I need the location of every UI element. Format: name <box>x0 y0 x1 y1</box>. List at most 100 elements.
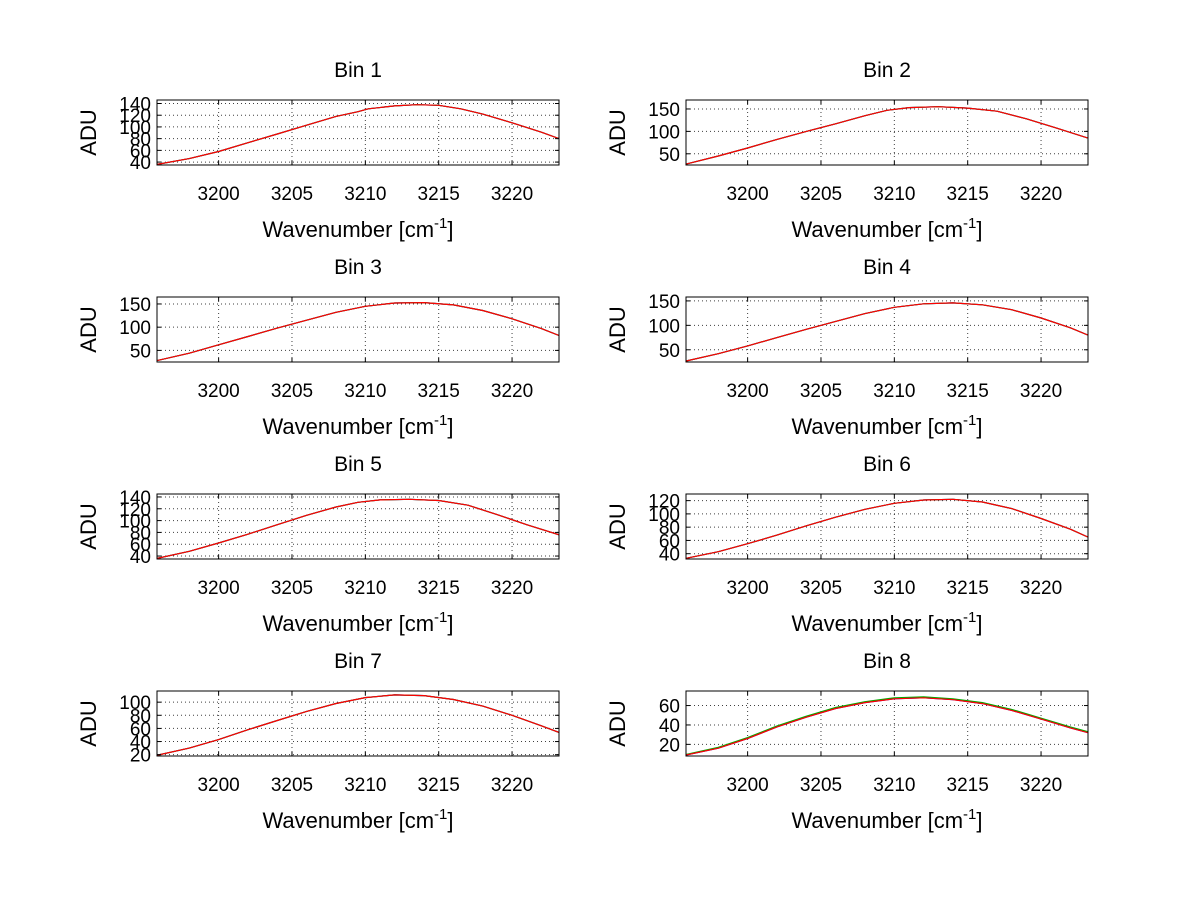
y-tick-label: 120 <box>648 492 680 513</box>
y-tick-label: 80 <box>130 130 151 151</box>
x-tick-label: 3220 <box>1020 775 1062 796</box>
axes-frame <box>156 99 560 166</box>
y-tick-label: 60 <box>130 719 151 740</box>
y-tick-label: 60 <box>659 697 680 718</box>
y-axis-label: ADU <box>605 503 630 549</box>
x-tick-label: 3210 <box>344 184 386 205</box>
x-tick-label: 3215 <box>947 775 989 796</box>
y-tick-label: 100 <box>119 118 151 139</box>
subplot-title: Bin 2 <box>863 59 911 82</box>
subplot-title: Bin 8 <box>863 650 911 673</box>
x-tick-label: 3220 <box>1020 381 1062 402</box>
subplot-4: 3200 3205 3210 3215 3220 50 100 150 Bin 4 ADU Wave… <box>605 256 1089 439</box>
y-tick-label: 40 <box>659 545 680 566</box>
axes-frame <box>685 296 1089 363</box>
x-tick-label: 3200 <box>726 775 768 796</box>
y-tick-label: 40 <box>130 733 151 754</box>
series-line-2 <box>157 694 559 756</box>
y-tick-label: 150 <box>119 295 151 316</box>
x-tick-label: 3200 <box>197 381 239 402</box>
y-axis-label: ADU <box>76 306 101 352</box>
x-tick-label: 3220 <box>491 775 533 796</box>
x-tick-label: 3220 <box>491 381 533 402</box>
x-tick-label: 3205 <box>271 381 313 402</box>
x-tick-label: 3215 <box>947 184 989 205</box>
series-line-2 <box>686 302 1088 362</box>
x-tick-label: 3210 <box>873 381 915 402</box>
y-tick-label: 100 <box>119 693 151 714</box>
subplot-title: Bin 6 <box>863 453 911 476</box>
axes-frame <box>156 493 560 560</box>
y-axis-label: ADU <box>76 700 101 746</box>
x-tick-label: 3220 <box>491 578 533 599</box>
y-tick-label: 150 <box>648 100 680 121</box>
x-axis-label: Wavenumber [cm-1] <box>262 412 453 439</box>
subplot-title: Bin 5 <box>334 453 382 476</box>
y-tick-label: 20 <box>130 746 151 767</box>
x-tick-label: 3200 <box>197 578 239 599</box>
x-tick-label: 3205 <box>271 578 313 599</box>
y-tick-label: 50 <box>130 341 151 362</box>
axes-frame <box>685 99 1089 166</box>
series-line-3 <box>686 302 1088 362</box>
y-tick-label: 80 <box>130 523 151 544</box>
series-line-2 <box>157 498 559 559</box>
axes-frame <box>156 296 560 363</box>
series-line-3 <box>157 104 559 165</box>
x-tick-label: 3220 <box>1020 578 1062 599</box>
x-axis-label: Wavenumber [cm-1] <box>791 412 982 439</box>
y-axis-label: ADU <box>605 700 630 746</box>
axes-frame <box>156 690 560 757</box>
series-line-3 <box>157 301 559 362</box>
x-tick-label: 3205 <box>800 381 842 402</box>
x-tick-label: 3215 <box>418 184 460 205</box>
x-tick-label: 3200 <box>197 184 239 205</box>
x-tick-label: 3205 <box>800 184 842 205</box>
series-line-3 <box>686 498 1088 559</box>
x-tick-label: 3210 <box>344 578 386 599</box>
x-tick-label: 3205 <box>271 184 313 205</box>
y-axis-label: ADU <box>76 109 101 155</box>
y-tick-label: 120 <box>119 106 151 127</box>
x-tick-label: 3210 <box>344 775 386 796</box>
series-line-2 <box>157 301 559 362</box>
y-tick-label: 100 <box>648 505 680 526</box>
series-line-1 <box>686 697 1088 756</box>
y-tick-label: 140 <box>119 488 151 509</box>
x-tick-label: 3210 <box>873 578 915 599</box>
x-axis-label: Wavenumber [cm-1] <box>262 806 453 833</box>
y-tick-label: 140 <box>119 95 151 116</box>
y-tick-label: 80 <box>659 518 680 539</box>
y-axis-label: ADU <box>605 109 630 155</box>
y-tick-label: 60 <box>130 535 151 556</box>
subplot-title: Bin 4 <box>863 256 911 279</box>
y-tick-label: 120 <box>119 500 151 521</box>
x-tick-label: 3215 <box>947 381 989 402</box>
series-line-1 <box>686 106 1088 165</box>
series-line-1 <box>157 498 559 559</box>
series-line-3 <box>157 498 559 559</box>
y-axis-label: ADU <box>605 306 630 352</box>
series-line-1 <box>686 302 1088 362</box>
x-tick-label: 3215 <box>418 578 460 599</box>
series-line-3 <box>686 106 1088 165</box>
series-line-3 <box>686 697 1088 756</box>
x-tick-label: 3215 <box>418 381 460 402</box>
series-line-3 <box>157 694 559 756</box>
x-axis-label: Wavenumber [cm-1] <box>262 609 453 636</box>
x-tick-label: 3210 <box>873 775 915 796</box>
y-tick-label: 50 <box>659 341 680 362</box>
y-tick-label: 20 <box>659 735 680 756</box>
x-tick-label: 3205 <box>800 578 842 599</box>
series-line-2 <box>686 106 1088 165</box>
y-tick-label: 60 <box>659 531 680 552</box>
x-tick-label: 3200 <box>726 578 768 599</box>
x-tick-label: 3215 <box>418 775 460 796</box>
subplot-title: Bin 1 <box>334 59 382 82</box>
